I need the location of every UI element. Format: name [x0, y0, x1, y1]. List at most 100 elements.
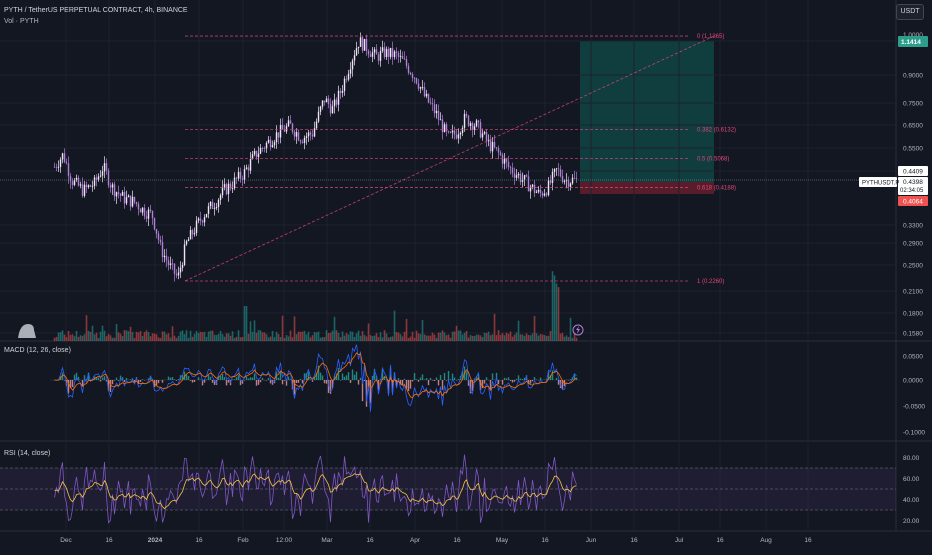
volume-bar [260, 330, 262, 341]
volume-bar [128, 331, 130, 341]
candle-body [290, 120, 291, 123]
volume-bar [358, 331, 360, 341]
macd-histogram-bar [326, 380, 327, 384]
candle-body [322, 101, 323, 107]
volume-bar [570, 318, 572, 341]
candle-body [134, 197, 135, 202]
macd-histogram-bar [158, 380, 159, 383]
macd-histogram-bar [508, 377, 509, 380]
candle-body [210, 202, 211, 206]
volume-bar [258, 330, 260, 341]
candle-body [398, 53, 399, 57]
macd-histogram-bar [466, 371, 467, 380]
volume-bar [140, 331, 142, 341]
volume-bar [174, 336, 176, 341]
volume-bar [310, 337, 312, 341]
candle-body [62, 153, 63, 159]
price-axis-tick: 0.6500 [903, 123, 923, 130]
rsi-axis-tick: 40.00 [903, 497, 920, 504]
candle-body [394, 52, 395, 58]
macd-histogram-bar [262, 378, 263, 380]
macd-histogram-bar [420, 377, 421, 380]
volume-bar [306, 334, 308, 341]
volume-bar [534, 316, 536, 341]
volume-bar [338, 333, 340, 341]
macd-histogram-bar [172, 377, 173, 380]
macd-histogram-bar [118, 380, 119, 381]
candle-body [92, 186, 93, 187]
candle-body [534, 185, 535, 193]
volume-bar [234, 338, 236, 341]
volume-bar [546, 336, 548, 341]
price-axis-tick: 0.7500 [903, 101, 923, 108]
macd-histogram-bar [484, 380, 485, 384]
fib-level-label: 0.5 (0.5068) [697, 157, 729, 163]
macd-histogram-bar [256, 380, 257, 386]
candle-body [258, 154, 259, 157]
candle-body [428, 94, 429, 103]
macd-histogram-bar [198, 377, 199, 380]
macd-histogram-bar [356, 372, 357, 380]
candle-body [384, 47, 385, 57]
macd-histogram-bar [296, 380, 297, 383]
candle-body [272, 145, 273, 147]
candle-body [126, 197, 127, 203]
volume-bar [188, 338, 190, 341]
macd-histogram-bar [64, 380, 65, 381]
macd-histogram-bar [192, 380, 193, 383]
volume-bar [228, 333, 230, 341]
macd-histogram-bar [194, 380, 195, 382]
macd-histogram-bar [248, 379, 249, 380]
macd-histogram-bar [512, 380, 513, 382]
macd-histogram-bar [422, 374, 423, 380]
macd-histogram-bar [482, 380, 483, 388]
volume-bar [272, 331, 274, 341]
candle-body [182, 265, 183, 268]
candle-body [304, 138, 305, 143]
candle-body [242, 179, 243, 180]
macd-histogram-bar [176, 380, 177, 381]
macd-histogram-bar [358, 380, 359, 385]
volume-bar [146, 330, 148, 341]
volume-bar [284, 338, 286, 341]
volume-bar [368, 324, 370, 341]
candle-body [430, 102, 431, 103]
volume-bar [56, 337, 58, 341]
candle-body [486, 132, 487, 141]
volume-bar [378, 337, 380, 341]
volume-bar [462, 335, 464, 341]
macd-histogram-bar [532, 380, 533, 381]
candle-body [572, 178, 573, 184]
macd-histogram-bar [234, 379, 235, 380]
macd-histogram-bar [342, 373, 343, 380]
volume-bar [520, 334, 522, 341]
volume-bar [278, 334, 280, 341]
candle-body [352, 60, 353, 69]
macd-histogram-bar [98, 378, 99, 380]
volume-bar [238, 330, 240, 341]
time-axis-tick: May [496, 537, 509, 544]
time-axis-tick: 16 [195, 537, 203, 544]
volume-bar [532, 333, 534, 341]
candle-body [502, 155, 503, 164]
volume-bar [248, 334, 250, 341]
macd-histogram-bar [408, 380, 409, 391]
volume-bar [104, 331, 106, 341]
volume-bar [348, 335, 350, 341]
volume-bar [222, 334, 224, 341]
volume-bar [552, 271, 554, 341]
volume-bar [88, 331, 90, 341]
macd-histogram-bar [530, 380, 531, 384]
candle-body [294, 132, 295, 137]
candle-body [524, 175, 525, 179]
volume-bar [464, 333, 466, 341]
macd-histogram-bar [278, 378, 279, 380]
candle-body [416, 78, 417, 83]
volume-bar [244, 306, 246, 341]
currency-button[interactable]: USDT [896, 4, 924, 20]
macd-histogram-bar [260, 380, 261, 382]
candle-body [192, 230, 193, 234]
time-axis-tick: Jun [586, 537, 597, 544]
candle-body [162, 242, 163, 257]
